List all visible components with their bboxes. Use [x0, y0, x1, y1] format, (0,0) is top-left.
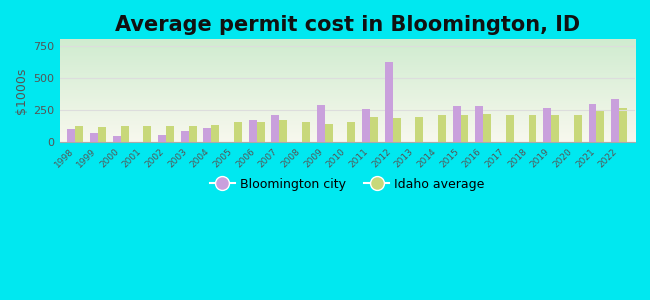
Bar	[68, 129, 75, 142]
Bar	[452, 106, 461, 142]
Bar	[158, 134, 166, 142]
Bar	[597, 111, 604, 142]
Bar	[528, 115, 536, 142]
Bar	[588, 104, 597, 142]
Bar	[475, 106, 483, 142]
Bar	[385, 62, 393, 142]
Bar	[574, 115, 582, 142]
Bar	[121, 125, 129, 142]
Bar	[324, 124, 333, 142]
Legend: Bloomington city, Idaho average: Bloomington city, Idaho average	[205, 173, 490, 196]
Bar	[619, 108, 627, 142]
Bar	[257, 122, 265, 142]
Bar	[271, 115, 280, 142]
Bar	[203, 128, 211, 142]
Bar	[302, 122, 310, 142]
Bar	[234, 122, 242, 142]
Bar	[393, 118, 400, 142]
Bar	[75, 126, 83, 142]
Title: Average permit cost in Bloomington, ID: Average permit cost in Bloomington, ID	[114, 15, 580, 35]
Bar	[461, 115, 469, 142]
Bar	[347, 122, 355, 142]
Bar	[144, 126, 151, 142]
Bar	[551, 115, 559, 142]
Bar	[188, 125, 196, 142]
Bar	[113, 136, 121, 142]
Bar	[543, 108, 551, 142]
Bar	[506, 115, 514, 142]
Bar	[415, 117, 423, 142]
Bar	[211, 125, 219, 142]
Bar	[280, 120, 287, 142]
Bar	[611, 98, 619, 142]
Bar	[438, 115, 446, 142]
Bar	[90, 133, 98, 142]
Bar	[249, 120, 257, 142]
Bar	[483, 114, 491, 142]
Bar	[166, 125, 174, 142]
Bar	[317, 105, 324, 142]
Y-axis label: $1000s: $1000s	[15, 68, 28, 114]
Bar	[181, 131, 188, 142]
Bar	[98, 127, 106, 142]
Bar	[370, 117, 378, 142]
Bar	[362, 110, 370, 142]
